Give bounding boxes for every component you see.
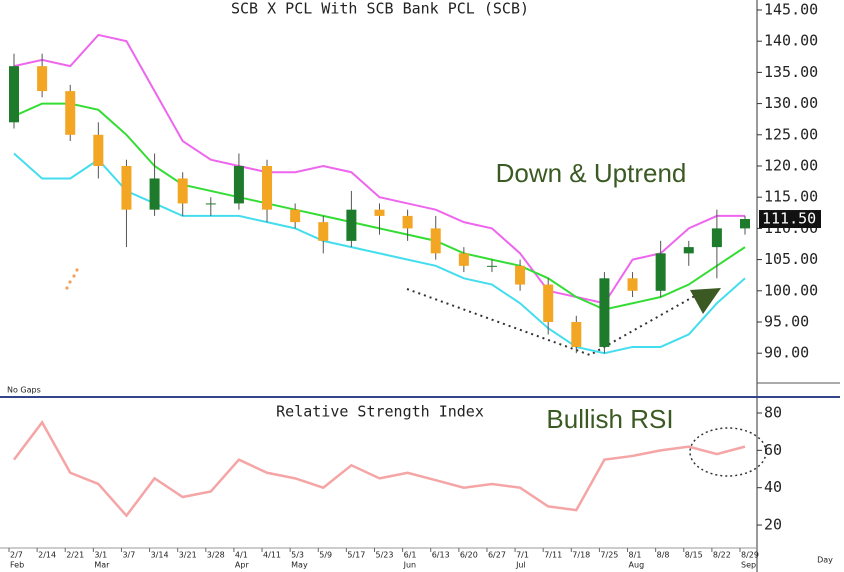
candle-body <box>177 178 188 204</box>
arrow <box>690 288 721 314</box>
x-tick-label: 8/8 <box>657 551 670 560</box>
x-tick-label: 5/23 <box>376 551 394 560</box>
candle-body <box>655 253 666 291</box>
dot <box>72 274 76 278</box>
x-tick-label: 6/20 <box>460 551 478 560</box>
month-label: Aug <box>629 561 645 570</box>
dot <box>65 286 69 290</box>
y-tick-label: 20 <box>764 516 782 534</box>
candle-body <box>37 66 48 92</box>
y-tick-label: 95.00 <box>764 312 809 330</box>
y-tick-label: 145.00 <box>764 0 818 18</box>
y-tick-label: 135.00 <box>764 63 818 81</box>
y-tick-label: 90.00 <box>764 344 809 362</box>
candle-body <box>374 209 385 216</box>
dot <box>75 268 79 272</box>
y-tick-label: 120.00 <box>764 156 818 174</box>
highlight-ellipse <box>689 427 767 477</box>
month-label: Jun <box>403 561 417 570</box>
x-tick-label: 5/9 <box>319 551 332 560</box>
month-label: Apr <box>235 561 250 570</box>
y-tick-label: 100.00 <box>764 281 818 299</box>
dot <box>68 280 72 284</box>
candle-body <box>346 209 357 241</box>
candle-body <box>149 178 160 210</box>
x-tick-label: 4/11 <box>263 551 281 560</box>
candle-body <box>599 278 610 347</box>
month-label: May <box>291 561 308 570</box>
annotation: Bullish RSI <box>546 404 673 434</box>
candle-body <box>402 215 413 229</box>
x-tick-label: 8/1 <box>629 551 642 560</box>
last-price-box <box>759 210 821 229</box>
y-tick-label: 105.00 <box>764 250 818 268</box>
band-line <box>13 33 745 305</box>
x-tick-label: 8/29 <box>741 551 759 560</box>
candle-body <box>740 219 750 229</box>
candle-body <box>543 284 554 322</box>
note: No Gaps <box>7 386 41 395</box>
y-tick-label: 40 <box>764 478 782 496</box>
x-tick-label: 2/14 <box>38 551 56 560</box>
candle-body <box>627 278 638 291</box>
x-tick-label: 7/18 <box>572 551 590 560</box>
candle-body <box>318 222 329 241</box>
candle-body <box>486 265 497 267</box>
x-tick-label: 6/27 <box>488 551 506 560</box>
x-tick-label: 7/11 <box>544 551 562 560</box>
x-tick-label: 2/7 <box>10 551 23 560</box>
annotation: Down & Uptrend <box>496 158 687 188</box>
y-tick-label: 60 <box>764 441 782 459</box>
candle-body <box>458 253 469 266</box>
month-label: Mar <box>94 561 110 570</box>
candle-body <box>93 134 104 166</box>
x-tick-label: 6/1 <box>404 551 417 560</box>
chart-title: SCB X PCL With SCB Bank PCL (SCB) <box>231 0 529 18</box>
y-tick-label: 130.00 <box>764 94 818 112</box>
last-price-label: 111.50 <box>762 210 816 228</box>
x-tick-label: 3/7 <box>122 551 135 560</box>
candle-body <box>262 165 273 210</box>
candle-body <box>233 165 244 204</box>
x-tick-label: 2/21 <box>66 551 84 560</box>
x-tick-label: 3/21 <box>179 551 197 560</box>
candle-body <box>515 265 526 285</box>
candle-body <box>9 66 19 123</box>
x-tick-label: 3/1 <box>94 551 107 560</box>
band-line <box>13 152 746 355</box>
y-tick-label: 140.00 <box>764 32 818 50</box>
x-tick-label: 3/14 <box>151 551 169 560</box>
month-label: Sep <box>741 561 756 570</box>
x-tick-label: 8/22 <box>713 551 731 560</box>
candle-body <box>711 228 722 248</box>
x-tick-label: 3/28 <box>207 551 225 560</box>
x-tick-label: 7/1 <box>516 551 529 560</box>
x-tick-label: 6/13 <box>432 551 450 560</box>
candle-body <box>683 247 694 254</box>
x-tick-label: 8/15 <box>685 551 703 560</box>
x-axis-label: Day <box>817 556 833 565</box>
candle-body <box>121 165 132 210</box>
panel-title: Relative Strength Index <box>276 403 484 421</box>
x-tick-label: 4/1 <box>235 551 248 560</box>
candle-body <box>290 209 301 223</box>
candle-body <box>205 203 216 205</box>
month-label: Feb <box>10 561 24 570</box>
y-tick-label: 115.00 <box>764 188 818 206</box>
x-tick-label: 7/25 <box>600 551 618 560</box>
rsi-line <box>13 420 746 518</box>
x-tick-label: 5/17 <box>347 551 365 560</box>
x-tick-label: 5/3 <box>291 551 304 560</box>
candle-body <box>571 321 582 347</box>
y-tick-label: 125.00 <box>764 125 818 143</box>
month-label: Jul <box>515 561 526 570</box>
candle-body <box>65 91 76 135</box>
y-tick-label: 80 <box>764 404 782 422</box>
candle-body <box>430 228 441 254</box>
